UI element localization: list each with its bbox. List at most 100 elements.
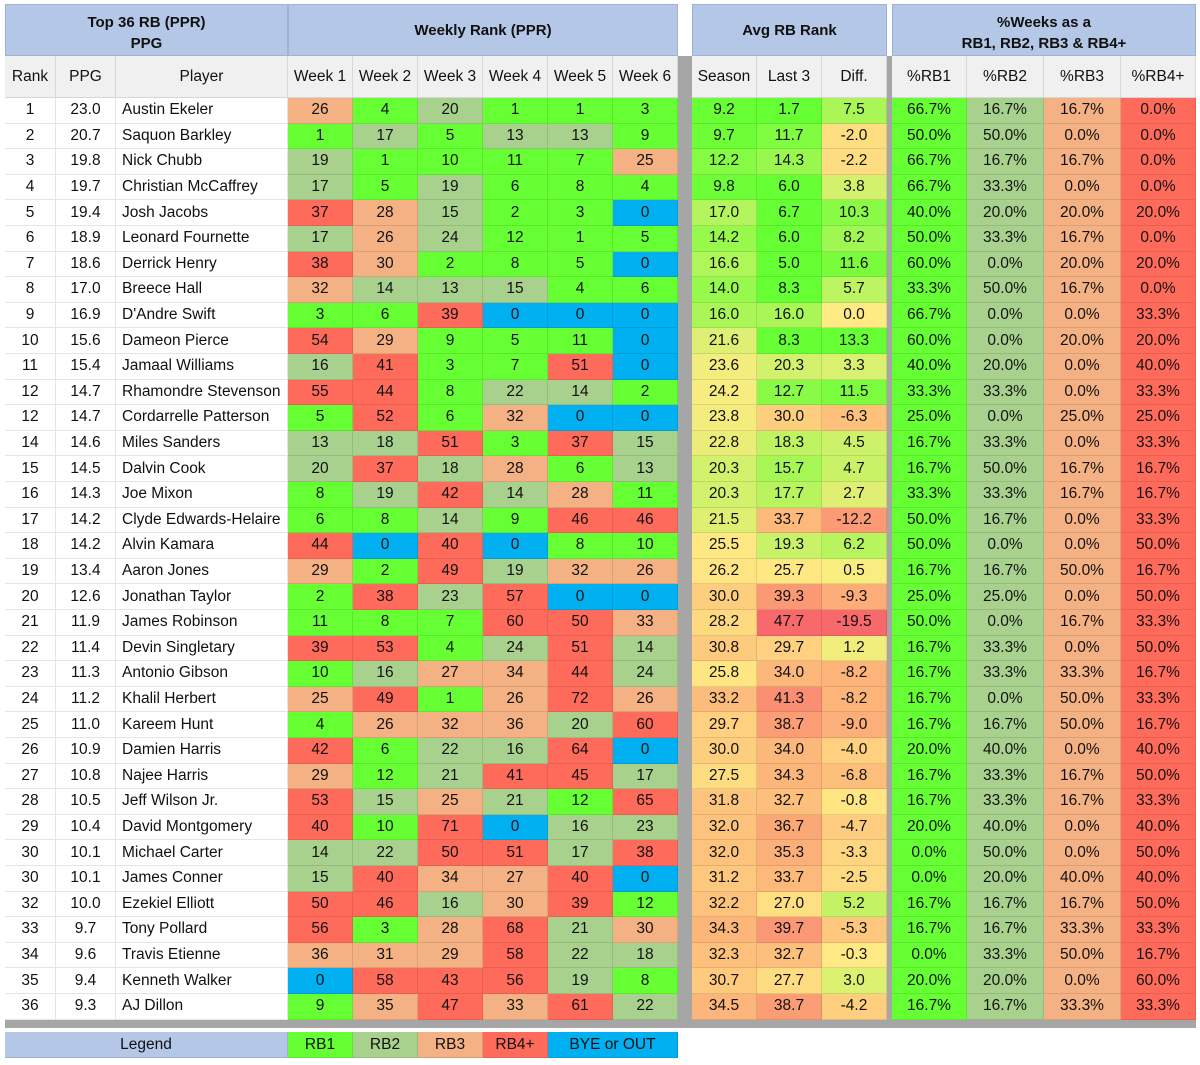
row-cell: 22: [353, 840, 418, 866]
row-cell: 12: [5, 379, 56, 406]
row-cell: 65: [613, 789, 678, 815]
row-cell: 51: [483, 840, 548, 866]
row-cell: 41.3: [757, 686, 822, 713]
row-cell: 25: [613, 149, 678, 175]
row-cell: 13: [483, 123, 548, 150]
row-cell: 16.7%: [892, 430, 967, 457]
section-separator: [887, 56, 892, 1028]
player-name: Clyde Edwards-Helaire: [116, 507, 288, 534]
row-cell: 43: [418, 968, 483, 994]
row-cell: 11: [548, 328, 613, 354]
player-name: Leonard Fournette: [116, 226, 288, 252]
row-cell: 10.0: [56, 891, 116, 918]
player-name: Kenneth Walker: [116, 968, 288, 994]
row-cell: 0.0%: [967, 533, 1044, 559]
row-cell: 30: [483, 891, 548, 918]
row-cell: 0: [613, 584, 678, 610]
row-cell: 40: [548, 866, 613, 892]
player-name: Jamaal Williams: [116, 354, 288, 380]
row-cell: 25.7: [757, 558, 822, 585]
row-cell: 12: [483, 226, 548, 252]
row-cell: 46: [353, 891, 418, 918]
row-cell: 25.5: [692, 533, 757, 559]
rankings-table: Top 36 RB (PPR) PPG Weekly Rank (PPR) Avg R…: [5, 4, 1196, 1062]
player-name: Devin Singletary: [116, 635, 288, 662]
row-cell: 16.7%: [1044, 891, 1121, 918]
row-cell: 19.8: [56, 149, 116, 175]
row-cell: 38.7: [757, 994, 822, 1020]
row-cell: 25.8: [692, 661, 757, 687]
row-cell: 16.6: [692, 251, 757, 278]
row-cell: 6: [5, 226, 56, 252]
row-cell: 66.7%: [892, 98, 967, 124]
row-cell: 32: [418, 712, 483, 738]
row-cell: 26: [288, 98, 353, 124]
row-cell: 66.7%: [892, 174, 967, 201]
row-cell: 29.7: [757, 635, 822, 662]
row-cell: 16.7%: [1044, 789, 1121, 815]
row-cell: 0: [548, 584, 613, 610]
row-cell: 33: [613, 610, 678, 636]
row-cell: 0.0%: [967, 328, 1044, 354]
row-cell: 26: [353, 226, 418, 252]
row-cell: 25.0%: [1121, 405, 1196, 431]
row-cell: 20: [288, 456, 353, 482]
row-cell: 15: [483, 277, 548, 303]
row-cell: 20.0%: [892, 968, 967, 994]
row-cell: 41: [483, 763, 548, 790]
row-cell: 5.7: [822, 277, 887, 303]
row-cell: 34.0: [757, 661, 822, 687]
row-cell: 39: [288, 635, 353, 662]
row-cell: 52: [353, 405, 418, 431]
row-cell: 0.0%: [1121, 226, 1196, 252]
row-cell: 32: [5, 891, 56, 918]
row-cell: 21: [483, 789, 548, 815]
row-cell: 51: [548, 635, 613, 662]
row-cell: 33.3%: [892, 379, 967, 406]
row-cell: 4: [288, 712, 353, 738]
row-cell: 30.0: [692, 738, 757, 764]
row-cell: 53: [288, 789, 353, 815]
row-cell: 30.7: [692, 968, 757, 994]
row-cell: 8: [548, 533, 613, 559]
row-cell: 33.7: [757, 866, 822, 892]
row-cell: 39: [548, 891, 613, 918]
row-cell: 1.7: [757, 98, 822, 124]
row-cell: 24: [5, 686, 56, 713]
row-cell: 21.6: [692, 328, 757, 354]
row-cell: 40.0%: [1121, 354, 1196, 380]
player-name: Joe Mixon: [116, 482, 288, 508]
row-cell: 40.0%: [1121, 738, 1196, 764]
row-cell: 7: [548, 149, 613, 175]
row-cell: 33.3%: [1044, 994, 1121, 1020]
row-cell: 40.0%: [1121, 814, 1196, 841]
row-cell: 24: [418, 226, 483, 252]
row-cell: 60: [483, 610, 548, 636]
row-cell: 29: [353, 328, 418, 354]
row-cell: 57: [483, 584, 548, 610]
row-cell: 1: [5, 98, 56, 124]
row-cell: 5: [418, 123, 483, 150]
row-cell: 20.0%: [1121, 200, 1196, 226]
row-cell: 4.5: [822, 430, 887, 457]
row-cell: 50.0%: [1044, 942, 1121, 969]
row-cell: 39.7: [757, 917, 822, 943]
row-cell: 55: [288, 379, 353, 406]
row-cell: 0.0%: [1121, 123, 1196, 150]
row-cell: 22: [613, 994, 678, 1020]
row-cell: 20.3: [692, 456, 757, 482]
row-cell: 16.7%: [967, 149, 1044, 175]
row-cell: 6: [353, 302, 418, 329]
row-cell: 16.7%: [1121, 942, 1196, 969]
row-cell: 0.0%: [967, 302, 1044, 329]
row-cell: 33.3%: [1121, 917, 1196, 943]
row-cell: 50.0%: [892, 610, 967, 636]
row-cell: 3: [353, 917, 418, 943]
row-cell: 16.7%: [1121, 456, 1196, 482]
row-cell: 26: [613, 558, 678, 585]
row-cell: 9.8: [692, 174, 757, 201]
row-cell: 0.0%: [1044, 968, 1121, 994]
row-cell: 17: [353, 123, 418, 150]
row-cell: 10.1: [56, 840, 116, 866]
row-cell: 0.0%: [1044, 584, 1121, 610]
